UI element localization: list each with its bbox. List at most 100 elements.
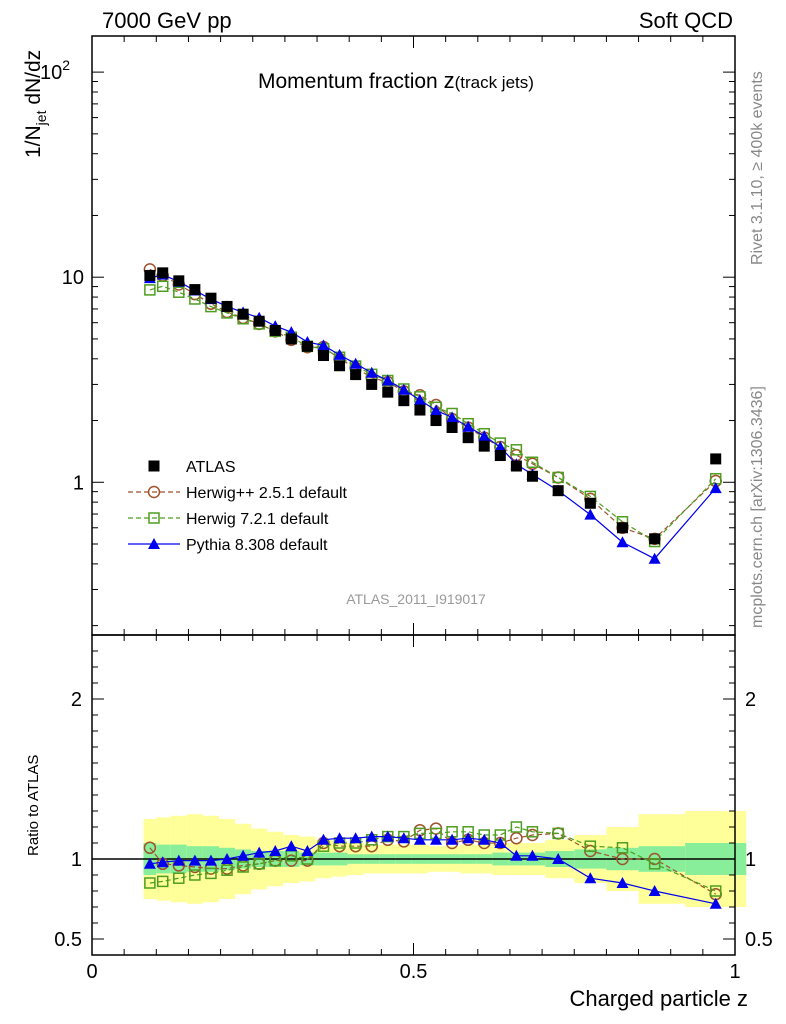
atlas-point (269, 324, 281, 336)
ratio-point (349, 832, 362, 844)
atlas-point (462, 432, 474, 444)
x-axis-label: Charged particle z (569, 986, 748, 1011)
y-axis-label: 1/Njet dN/dz (22, 50, 49, 158)
x-tick-label: 0 (86, 961, 97, 983)
atlas-point (552, 485, 564, 497)
ratio-point (413, 833, 426, 845)
ratio-point (381, 830, 394, 842)
legend-marker (148, 460, 160, 472)
ratio-tick-label-left: 2 (71, 689, 82, 711)
y-axis-label-sub: jet (33, 110, 49, 126)
ratio-tick-label-left: 1 (71, 849, 82, 871)
ratio-point (143, 841, 157, 855)
ratio-point (269, 845, 282, 856)
atlas-point (350, 369, 362, 381)
main-series-line (149, 268, 717, 540)
ratio-point (189, 869, 201, 881)
atlas-point (317, 350, 329, 362)
ratio-series-line (149, 827, 717, 895)
main-y-ticks (92, 71, 735, 627)
y-tick-label: 10 (62, 267, 84, 289)
ratio-point (584, 840, 597, 852)
ratio-point (144, 877, 156, 889)
atlas-point (253, 315, 265, 327)
main-point (584, 508, 597, 520)
chart-title-sub: (track jets) (455, 73, 534, 92)
main-point (616, 536, 629, 548)
atlas-point (430, 415, 442, 427)
atlas-point (398, 395, 410, 407)
atlas-point (366, 378, 378, 390)
main-point (462, 420, 475, 432)
atlas-point (710, 453, 722, 465)
atlas-point (414, 404, 426, 416)
main-point (446, 411, 459, 423)
y-tick-label-base: 10 (40, 62, 62, 84)
legend-label: Herwig 7.2.1 default (186, 511, 329, 528)
main-point (365, 366, 378, 378)
ratio-point (584, 872, 597, 884)
ratio-point (156, 856, 169, 868)
main-point (552, 471, 564, 484)
main-point (430, 404, 443, 416)
atlas-point (616, 522, 628, 534)
ratio-point (221, 853, 234, 864)
main-point (526, 456, 539, 469)
y-tick-label: 102 (40, 57, 70, 84)
atlas-point (446, 421, 458, 433)
ratio-point (510, 849, 523, 861)
chart-title: Momentum fraction z(track jets) (258, 68, 534, 93)
ratio-point (301, 845, 314, 856)
rivet-label: Rivet 3.1.10, ≥ 400k events (749, 71, 766, 265)
ratio-point (253, 846, 266, 858)
atlas-point (157, 267, 169, 279)
ratio-point (221, 864, 233, 876)
ratio-y-label: Ratio to ATLAS (25, 755, 42, 856)
atlas-point (205, 292, 217, 304)
ratio-point (616, 877, 629, 888)
ratio-point (616, 842, 629, 854)
atlas-point (285, 333, 297, 345)
ratio-point (205, 867, 217, 880)
ratio-tick-label-right: 0.5 (745, 929, 773, 951)
ratio-point (478, 833, 491, 845)
ratio-tick-label-right: 1 (745, 849, 756, 871)
ratio-tick-label-left: 0.5 (54, 929, 82, 951)
ratio-point (526, 849, 539, 861)
atlas-point (494, 450, 506, 462)
ratio-frame (91, 634, 736, 956)
atlas-point (334, 360, 346, 372)
main-point (413, 393, 426, 405)
atlas-point (144, 269, 156, 281)
ratio-point (430, 833, 443, 845)
chart-title-z: z (444, 68, 455, 93)
header-right: Soft QCD (639, 8, 733, 33)
ratio-series-line (149, 826, 716, 892)
mcplots-label: mcplots.cern.ch [arXiv:1306.3436] (749, 386, 766, 628)
x-tick-label: 0.5 (400, 961, 428, 983)
atlas-point (189, 284, 201, 296)
chart-title-main: Momentum fraction (258, 70, 444, 93)
ratio-point (494, 837, 507, 848)
atlas-point (526, 470, 538, 482)
main-point (397, 383, 410, 395)
main-point (494, 441, 507, 453)
legend-label: ATLAS (186, 459, 236, 476)
ratio-point (173, 872, 185, 884)
ratio-point (510, 821, 523, 833)
main-point (510, 444, 523, 456)
atlas-point (584, 497, 596, 509)
main-point (173, 286, 185, 298)
y-tick-label: 1 (73, 472, 84, 494)
ratio-point (709, 885, 722, 897)
ratio-y-ticks (92, 650, 735, 940)
legend-label: Herwig++ 2.5.1 default (186, 485, 348, 502)
analysis-label: ATLAS_2011_I919017 (346, 591, 486, 607)
ratio-point (317, 833, 330, 845)
ratio-point (188, 854, 201, 866)
main-point (551, 471, 565, 484)
ratio-point (709, 897, 722, 909)
ratio-point (237, 861, 249, 873)
main-point (156, 280, 169, 293)
